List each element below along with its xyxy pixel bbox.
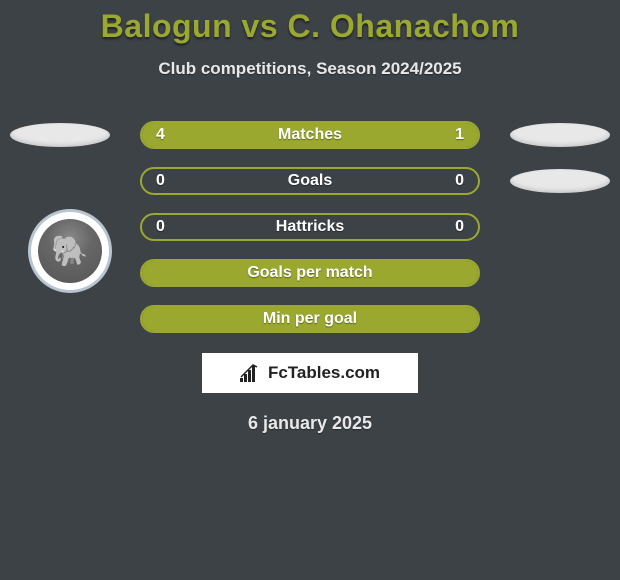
stat-label: Hattricks xyxy=(276,218,344,236)
stat-bar: Goals 0 0 xyxy=(140,167,480,195)
comparison-chart: Matches41Goals00🐘Hattricks00Goals per ma… xyxy=(0,121,620,333)
stat-row: Min per goal xyxy=(0,305,620,333)
stat-label: Goals per match xyxy=(247,264,372,282)
stat-label: Goals xyxy=(288,172,332,190)
stat-value-right: 1 xyxy=(455,126,464,144)
stat-bar: Goals per match xyxy=(140,259,480,287)
page-title: Balogun vs C. Ohanachom xyxy=(0,8,620,45)
stat-label: Matches xyxy=(278,126,342,144)
stat-value-right: 0 xyxy=(455,218,464,236)
stat-row: Goals 0 0 xyxy=(0,167,620,195)
bar-fill-right xyxy=(411,123,478,147)
player-right-marker xyxy=(510,123,610,147)
bar-fill-left xyxy=(142,123,411,147)
stat-row: Matches 4 1 xyxy=(0,121,620,149)
stat-value-right: 0 xyxy=(455,172,464,190)
club-right-marker xyxy=(510,169,610,193)
player-left-marker xyxy=(10,123,110,147)
subtitle: Club competitions, Season 2024/2025 xyxy=(0,59,620,79)
watermark-text: FcTables.com xyxy=(268,363,380,383)
watermark-icon xyxy=(240,364,262,382)
stat-row: 🐘Hattricks00 xyxy=(0,213,620,241)
stat-bar: Matches 4 1 xyxy=(140,121,480,149)
stat-value-left: 0 xyxy=(156,172,165,190)
stat-row: Goals per match xyxy=(0,259,620,287)
stat-bar: Hattricks 0 0 xyxy=(140,213,480,241)
stat-value-left: 4 xyxy=(156,126,165,144)
stat-bar: Min per goal xyxy=(140,305,480,333)
stat-value-left: 0 xyxy=(156,218,165,236)
stat-label: Min per goal xyxy=(263,310,357,328)
watermark-badge: FcTables.com xyxy=(202,353,418,393)
date-label: 6 january 2025 xyxy=(0,413,620,434)
